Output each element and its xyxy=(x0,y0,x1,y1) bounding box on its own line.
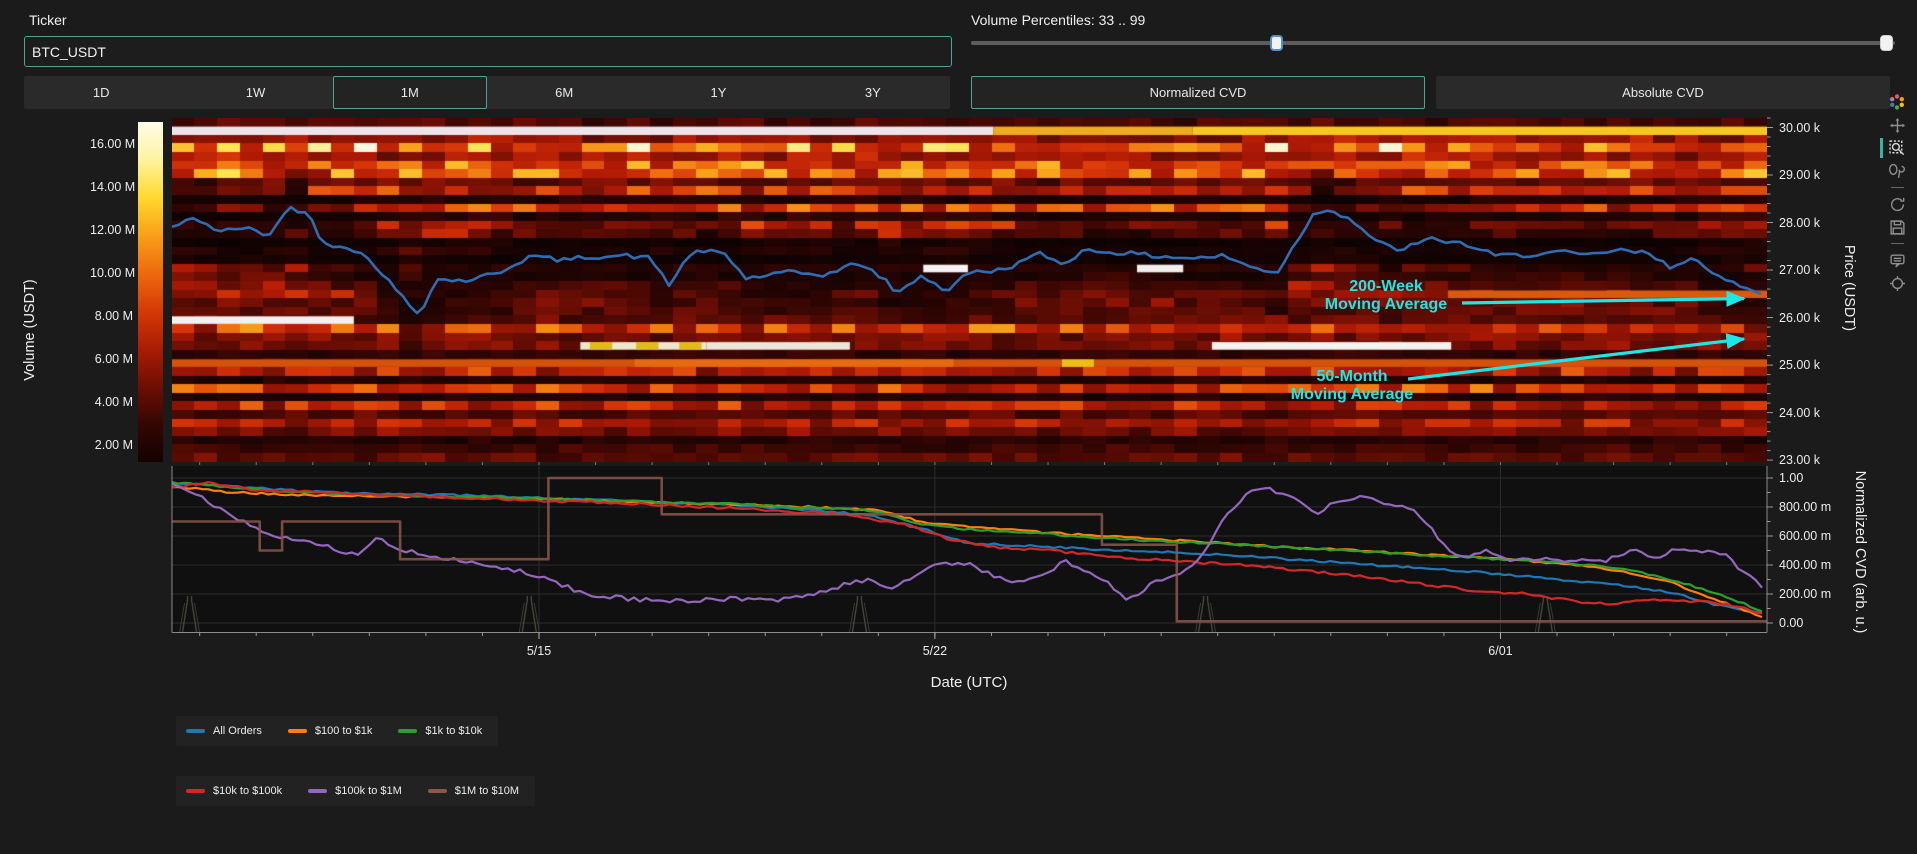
legend-item--1m-to-10m[interactable]: $1M to $10M xyxy=(428,785,519,797)
pan-icon[interactable] xyxy=(1885,115,1909,135)
price-tick: 24.00 k xyxy=(1779,406,1820,420)
price-tick: 26.00 k xyxy=(1779,311,1820,325)
legend-item--100k-to-1m[interactable]: $100k to $1M xyxy=(308,785,402,797)
range-button-1d[interactable]: 1D xyxy=(24,76,178,109)
date-tick-6-01: 6/01 xyxy=(1488,644,1512,658)
cvd-axis-title: Normalized CVD (arb. u.) xyxy=(1852,471,1868,634)
range-button-1m[interactable]: 1M xyxy=(333,76,487,109)
annotation-50-month-ma: 50-MonthMoving Average xyxy=(1242,368,1462,404)
annotation-200-week-ma: 200-WeekMoving Average xyxy=(1276,278,1496,314)
volume-tick: 2.00 M xyxy=(90,438,133,452)
plotly-logo-icon[interactable] xyxy=(1885,92,1909,112)
volume-tick: 12.00 M xyxy=(90,223,133,237)
modebar-separator xyxy=(1891,243,1904,244)
range-button-1y[interactable]: 1Y xyxy=(641,76,795,109)
legend-label: $10k to $100k xyxy=(213,785,282,797)
legend-label: $1M to $10M xyxy=(455,785,519,797)
range-button-1w[interactable]: 1W xyxy=(178,76,332,109)
volume-tick: 4.00 M xyxy=(90,395,133,409)
range-button-6m[interactable]: 6M xyxy=(487,76,641,109)
legend-swatch xyxy=(186,729,205,733)
cvd-tick: 800.00 m xyxy=(1779,500,1831,514)
app-root: Ticker 1D1W1M6M1Y3Y Volume Percentiles: … xyxy=(0,0,1917,854)
cvd-mode-button-group: Normalized CVD Absolute CVD xyxy=(971,76,1890,109)
volume-tick: 10.00 M xyxy=(90,266,133,280)
legend-label: $1k to $10k xyxy=(425,725,482,737)
autoscale-icon[interactable] xyxy=(1885,194,1909,214)
volume-percentiles-label: Volume Percentiles: 33 .. 99 xyxy=(971,12,1145,28)
cvd-tick: 0.00 xyxy=(1779,616,1803,630)
legend-swatch xyxy=(308,789,327,793)
ticker-input[interactable] xyxy=(24,36,952,67)
hover-closest-icon[interactable] xyxy=(1885,250,1909,270)
volume-tick: 8.00 M xyxy=(90,309,133,323)
legend-swatch xyxy=(428,789,447,793)
price-tick: 29.00 k xyxy=(1779,168,1820,182)
slider-handle-low[interactable] xyxy=(1270,35,1283,51)
slider-handle-high[interactable] xyxy=(1880,35,1893,51)
legend-label: All Orders xyxy=(213,725,262,737)
normalized-cvd-button[interactable]: Normalized CVD xyxy=(971,76,1425,109)
legend-item--1k-to-10k[interactable]: $1k to $10k xyxy=(398,725,482,737)
cvd-tick: 600.00 m xyxy=(1779,529,1831,543)
price-tick: 28.00 k xyxy=(1779,216,1820,230)
download-icon[interactable] xyxy=(1885,217,1909,237)
legend-item--100-to-1k[interactable]: $100 to $1k xyxy=(288,725,373,737)
volume-axis-title: Volume (USDT) xyxy=(22,279,38,381)
volume-tick: 14.00 M xyxy=(90,180,133,194)
date-tick-5-22: 5/22 xyxy=(923,644,947,658)
legend-label: $100k to $1M xyxy=(335,785,402,797)
volume-colorbar xyxy=(138,122,163,462)
range-button-group: 1D1W1M6M1Y3Y xyxy=(24,76,950,109)
legend-swatch xyxy=(398,729,417,733)
heatmap-plot-area[interactable] xyxy=(172,118,1767,462)
date-tick-5-15: 5/15 xyxy=(527,644,551,658)
legend-swatch xyxy=(288,729,307,733)
legend-row-1: All Orders $100 to $1k $1k to $10k xyxy=(176,716,498,746)
price-tick: 23.00 k xyxy=(1779,453,1820,467)
volume-tick: 16.00 M xyxy=(90,137,133,151)
cvd-tick: 1.00 xyxy=(1779,471,1803,485)
price-tick: 25.00 k xyxy=(1779,358,1820,372)
lasso-select-icon[interactable] xyxy=(1885,161,1909,181)
legend-row-2: $10k to $100k $100k to $1M $1M to $10M xyxy=(176,776,535,806)
slider-track[interactable] xyxy=(971,41,1895,45)
volume-tick: 6.00 M xyxy=(90,352,133,366)
modebar xyxy=(1882,92,1912,293)
date-axis-title: Date (UTC) xyxy=(931,674,1008,691)
legend-swatch xyxy=(186,789,205,793)
price-tick: 27.00 k xyxy=(1779,263,1820,277)
legend-item-all-orders[interactable]: All Orders xyxy=(186,725,262,737)
cvd-tick: 200.00 m xyxy=(1779,587,1831,601)
cvd-tick: 400.00 m xyxy=(1779,558,1831,572)
ticker-label: Ticker xyxy=(29,12,67,28)
absolute-cvd-button[interactable]: Absolute CVD xyxy=(1436,76,1890,109)
price-tick: 30.00 k xyxy=(1779,121,1820,135)
legend-item--10k-to-100k[interactable]: $10k to $100k xyxy=(186,785,282,797)
hover-compare-icon[interactable] xyxy=(1885,273,1909,293)
modebar-separator xyxy=(1891,187,1904,188)
volume-percentiles-slider[interactable] xyxy=(971,34,1895,52)
zoom-icon[interactable] xyxy=(1885,138,1909,158)
legend-label: $100 to $1k xyxy=(315,725,373,737)
price-axis-title: Price (USDT) xyxy=(1841,245,1857,331)
range-button-3y[interactable]: 3Y xyxy=(796,76,950,109)
